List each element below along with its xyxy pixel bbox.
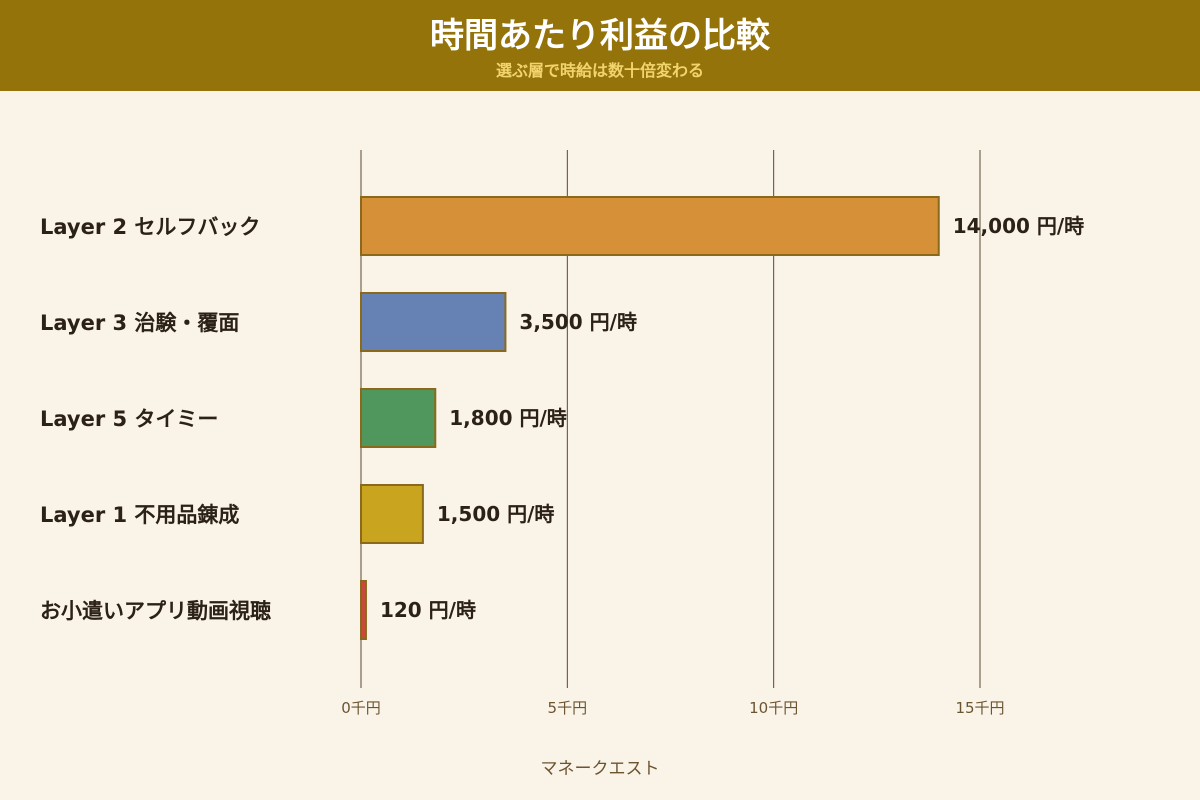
x-tick-label-0: 0千円	[341, 699, 381, 717]
category-label-0: Layer 2 セルフバック	[40, 215, 260, 239]
x-tick-label-1: 5千円	[548, 699, 588, 717]
header-banner: 時間あたり利益の比較 選ぶ層で時給は数十倍変わる	[0, 0, 1200, 91]
value-label-3: 1,500 円/時	[437, 502, 555, 526]
category-label-4: お小遣いアプリ動画視聴	[40, 599, 271, 623]
bar-0	[360, 196, 940, 256]
bar-3	[360, 484, 424, 544]
chart-title: 時間あたり利益の比較	[430, 16, 770, 56]
category-label-2: Layer 5 タイミー	[40, 407, 218, 431]
value-label-0: 14,000 円/時	[953, 214, 1084, 238]
category-label-1: Layer 3 治験・覆面	[40, 311, 239, 335]
x-tick-label-2: 10千円	[749, 699, 798, 717]
bar-1	[360, 292, 507, 352]
category-label-3: Layer 1 不用品錬成	[40, 503, 239, 527]
value-label-4: 120 円/時	[380, 598, 476, 622]
bar-2	[360, 388, 437, 448]
brand-footer: マネークエスト	[540, 759, 660, 779]
chart-subtitle: 選ぶ層で時給は数十倍変わる	[495, 61, 704, 80]
bar-4	[360, 580, 367, 640]
x-tick-label-3: 15千円	[955, 699, 1004, 717]
value-label-1: 3,500 円/時	[519, 310, 637, 334]
value-label-2: 1,800 円/時	[449, 406, 567, 430]
